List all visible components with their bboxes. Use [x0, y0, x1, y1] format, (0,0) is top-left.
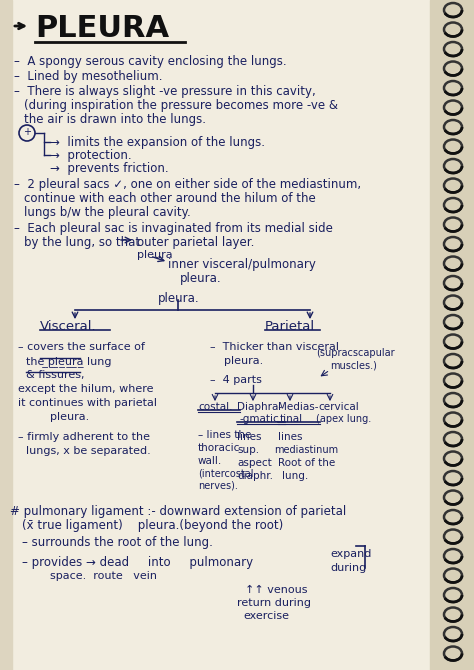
- Text: (during inspiration the pressure becomes more -ve &: (during inspiration the pressure becomes…: [24, 99, 338, 112]
- Text: →  limits the expansion of the lungs.: → limits the expansion of the lungs.: [50, 136, 265, 149]
- Text: pleura.: pleura.: [158, 292, 200, 305]
- Text: –  4 parts: – 4 parts: [210, 375, 262, 385]
- Text: PLEURA: PLEURA: [35, 14, 169, 43]
- Text: Diaphra-: Diaphra-: [237, 402, 282, 412]
- Text: exercise: exercise: [243, 611, 289, 621]
- Text: return during: return during: [237, 598, 311, 608]
- Text: (intercostal: (intercostal: [198, 469, 254, 479]
- Text: –  2 pleural sacs ✓, one on either side of the mediastinum,: – 2 pleural sacs ✓, one on either side o…: [14, 178, 361, 191]
- Bar: [0, 0, 12, 670]
- Text: lungs b/w the pleural cavity.: lungs b/w the pleural cavity.: [24, 206, 191, 219]
- Text: lines: lines: [278, 432, 302, 442]
- Text: Parietal: Parietal: [265, 320, 315, 333]
- Text: –  Lined by mesothelium.: – Lined by mesothelium.: [14, 70, 163, 83]
- Text: lung.: lung.: [282, 471, 308, 481]
- Text: the air is drawn into the lungs.: the air is drawn into the lungs.: [24, 113, 206, 126]
- Text: mediastinum: mediastinum: [274, 445, 338, 455]
- Text: lines: lines: [237, 432, 262, 442]
- Text: – lines the: – lines the: [198, 430, 251, 440]
- Text: thoracic: thoracic: [198, 443, 240, 453]
- Text: – covers the surface of: – covers the surface of: [18, 342, 145, 352]
- Text: – firmly adherent to the: – firmly adherent to the: [18, 432, 150, 442]
- Text: +: +: [23, 127, 31, 137]
- Text: & fissures,: & fissures,: [26, 370, 84, 380]
- Text: # pulmonary ligament :- downward extension of parietal: # pulmonary ligament :- downward extensi…: [10, 505, 346, 518]
- Text: –  Each pleural sac is invaginated from its medial side: – Each pleural sac is invaginated from i…: [14, 222, 333, 235]
- Text: ↑↑ venous: ↑↑ venous: [245, 585, 308, 595]
- Text: →  protection.: → protection.: [50, 149, 132, 162]
- Text: during: during: [330, 563, 366, 573]
- Text: nerves).: nerves).: [198, 481, 238, 491]
- Text: (x̄ true ligament)    pleura.(beyond the root): (x̄ true ligament) pleura.(beyond the ro…: [22, 519, 283, 532]
- Text: continue with each other around the hilum of the: continue with each other around the hilu…: [24, 192, 316, 205]
- Text: costal.: costal.: [198, 402, 233, 412]
- Text: pleura.: pleura.: [224, 356, 263, 366]
- Text: pleura: pleura: [137, 250, 173, 260]
- Text: outer parietal layer.: outer parietal layer.: [137, 236, 255, 249]
- Text: (apex lung.: (apex lung.: [316, 414, 371, 424]
- Text: space.  route   vein: space. route vein: [50, 571, 157, 581]
- Text: except the hilum, where: except the hilum, where: [18, 384, 154, 394]
- Text: – provides → dead     into     pulmonary: – provides → dead into pulmonary: [22, 556, 253, 569]
- Text: the ̲p̲l̲e̲u̲r̲a̲ lung: the ̲p̲l̲e̲u̲r̲a̲ lung: [26, 356, 111, 367]
- Text: aspect: aspect: [237, 458, 272, 468]
- Text: inner visceral/pulmonary: inner visceral/pulmonary: [168, 258, 316, 271]
- Text: (supracscapular: (supracscapular: [316, 348, 395, 358]
- Text: sup.: sup.: [237, 445, 259, 455]
- Text: –  A spongy serous cavity enclosing the lungs.: – A spongy serous cavity enclosing the l…: [14, 55, 287, 68]
- Text: Visceral.: Visceral.: [40, 320, 97, 333]
- Text: by the lung, so that: by the lung, so that: [24, 236, 144, 249]
- Text: –  There is always slight -ve pressure in this cavity,: – There is always slight -ve pressure in…: [14, 85, 316, 98]
- Text: expand: expand: [330, 549, 371, 559]
- Text: lungs, x be separated.: lungs, x be separated.: [26, 446, 151, 456]
- Bar: [430, 0, 474, 670]
- Text: Medias-: Medias-: [278, 402, 319, 412]
- Text: –  Thicker than visceral: – Thicker than visceral: [210, 342, 339, 352]
- Text: tinal: tinal: [280, 414, 303, 424]
- Text: cervical: cervical: [318, 402, 359, 412]
- Text: diaphr.: diaphr.: [237, 471, 273, 481]
- Text: wall.: wall.: [198, 456, 222, 466]
- Text: it continues with parietal: it continues with parietal: [18, 398, 157, 408]
- Text: pleura.: pleura.: [180, 272, 222, 285]
- Text: →  prevents friction.: → prevents friction.: [50, 162, 169, 175]
- Text: Root of the: Root of the: [278, 458, 335, 468]
- Text: muscles.): muscles.): [330, 360, 377, 370]
- Text: pleura.: pleura.: [50, 412, 89, 422]
- Text: -gmatic: -gmatic: [240, 414, 280, 424]
- Text: – surrounds the root of the lung.: – surrounds the root of the lung.: [22, 536, 213, 549]
